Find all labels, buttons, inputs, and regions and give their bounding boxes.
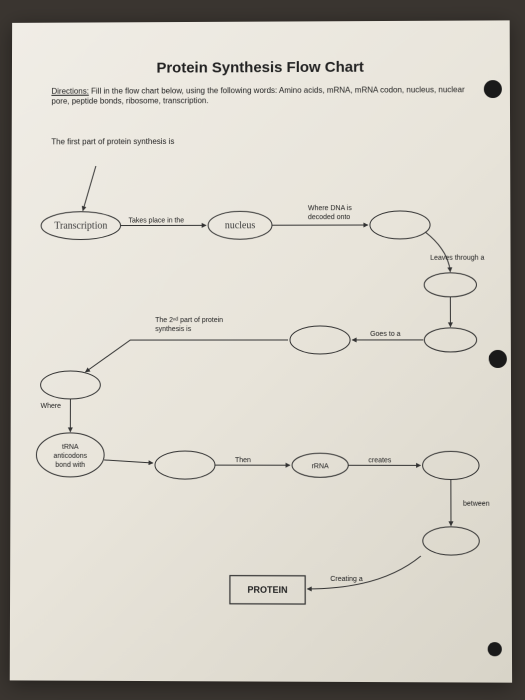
node-label-n2: nucleus <box>225 220 256 231</box>
edge-label-9: Then <box>235 457 251 464</box>
edge-label-2-1: decoded onto <box>308 214 350 221</box>
flow-node-n5 <box>424 328 476 352</box>
edge-label-11: between <box>463 501 490 508</box>
flow-node-n9 <box>155 451 215 479</box>
edge-label-10: creates <box>368 457 392 464</box>
flow-node-n4 <box>424 273 476 297</box>
edge-label-6-0: The 2ⁿᵈ part of protein <box>155 317 223 324</box>
flow-edge-3 <box>425 232 450 272</box>
flow-edge-6 <box>85 340 288 372</box>
edge-label-2-0: Where DNA is <box>308 205 352 212</box>
node-label-n1: Transcription <box>54 221 107 232</box>
edge-label-7: Where <box>41 403 62 410</box>
punch-hole-icon <box>484 80 502 98</box>
intro-text: The first part of protein synthesis is <box>12 106 510 147</box>
flowchart: Takes place in the Where DNA is decoded on… <box>10 160 512 663</box>
flow-node-n6 <box>290 326 350 354</box>
node-label-n10: rRNA <box>312 463 329 470</box>
page-title: Protein Synthesis Flow Chart <box>12 20 510 77</box>
directions-body: Fill in the flow chart below, using the … <box>51 85 464 106</box>
protein-label: PROTEIN <box>247 585 287 595</box>
node-label-n8-0: tRNA <box>62 444 79 451</box>
worksheet-paper: Protein Synthesis Flow Chart Directions:… <box>10 20 512 682</box>
edge-label-12: Creating a <box>330 576 363 583</box>
edge-label-5: Goes to a <box>370 331 401 338</box>
flow-node-n11 <box>423 451 479 479</box>
directions-text: Directions: Fill in the flow chart below… <box>12 75 510 108</box>
directions-label: Directions: <box>51 87 88 96</box>
edge-label-1: Takes place in the <box>129 217 185 224</box>
edge-label-3: Leaves through a <box>430 255 484 262</box>
node-label-n8-1: anticodons <box>53 453 87 460</box>
flow-node-n3 <box>370 211 430 239</box>
flow-edge-12 <box>307 556 421 590</box>
flow-edge-0 <box>83 166 96 211</box>
flow-node-n7 <box>41 371 101 399</box>
flow-node-n12 <box>423 527 480 555</box>
flow-edge-8 <box>104 460 153 463</box>
node-label-n8-2: bond with <box>55 462 85 469</box>
edge-label-6-1: synthesis is <box>155 326 192 333</box>
